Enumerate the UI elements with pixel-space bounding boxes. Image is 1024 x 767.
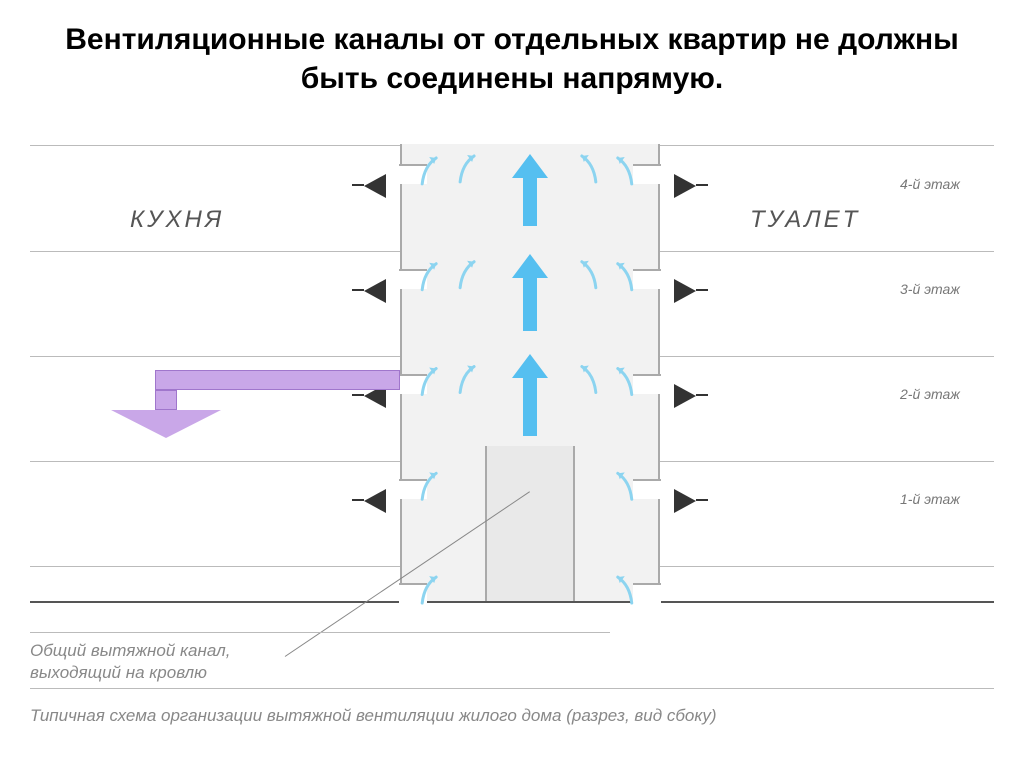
inlet-notch: [399, 374, 427, 394]
caption-shaft: Общий вытяжной канал, выходящий на кровл…: [30, 640, 230, 684]
inlet-notch: [399, 269, 427, 289]
ventilation-diagram: КУХНЯ ТУАЛЕТ 4-й этаж 3-й этаж 2-й этаж 1-й…: [30, 145, 994, 625]
vent-stem: [352, 499, 364, 501]
vent-grille-icon: [364, 489, 386, 513]
vent-grille-icon: [364, 174, 386, 198]
floor-label: 2-й этаж: [900, 386, 960, 402]
inner-shaft: [485, 446, 575, 601]
vent-stem: [352, 184, 364, 186]
vent-stem: [696, 499, 708, 501]
floor-line: [660, 566, 994, 567]
floor-label: 1-й этаж: [900, 491, 960, 507]
airflow-arrow-icon: [523, 276, 537, 331]
vent-grille-icon: [674, 384, 696, 408]
inlet-notch: [399, 479, 427, 499]
ground-line: [30, 601, 994, 603]
inlet-notch: [399, 583, 427, 603]
vent-stem: [696, 184, 708, 186]
toilet-label: ТУАЛЕТ: [750, 206, 860, 234]
floor-line: [30, 356, 400, 357]
floor-line: [30, 566, 400, 567]
vent-grille-icon: [674, 279, 696, 303]
floor-line: [30, 461, 400, 462]
inlet-notch: [633, 269, 661, 289]
caption-divider-bottom: [30, 688, 994, 689]
inlet-notch: [633, 374, 661, 394]
range-hood-duct-horizontal: [155, 370, 400, 390]
inlet-notch: [633, 164, 661, 184]
vent-grille-icon: [674, 489, 696, 513]
inlet-notch: [399, 164, 427, 184]
range-hood-cone: [111, 410, 221, 438]
floor-label: 3-й этаж: [900, 281, 960, 297]
airflow-arrow-icon: [523, 376, 537, 436]
vent-stem: [352, 289, 364, 291]
floor-line: [30, 251, 400, 252]
airflow-arrow-icon: [523, 176, 537, 226]
vent-grille-icon: [364, 279, 386, 303]
vent-stem: [696, 289, 708, 291]
floor-line: [660, 461, 994, 462]
vent-grille-icon: [674, 174, 696, 198]
kitchen-label: КУХНЯ: [130, 206, 224, 234]
floor-line: [660, 356, 994, 357]
caption-divider-top: [30, 632, 610, 633]
caption-main: Типичная схема организации вытяжной вент…: [30, 705, 930, 727]
floor-line: [660, 251, 994, 252]
page-title: Вентиляционные каналы от отдельных кварт…: [0, 0, 1024, 108]
inlet-notch: [633, 479, 661, 499]
inlet-notch: [633, 583, 661, 603]
vent-stem: [696, 394, 708, 396]
vent-stem: [352, 394, 364, 396]
floor-label: 4-й этаж: [900, 176, 960, 192]
range-hood-duct-vertical: [155, 390, 177, 410]
